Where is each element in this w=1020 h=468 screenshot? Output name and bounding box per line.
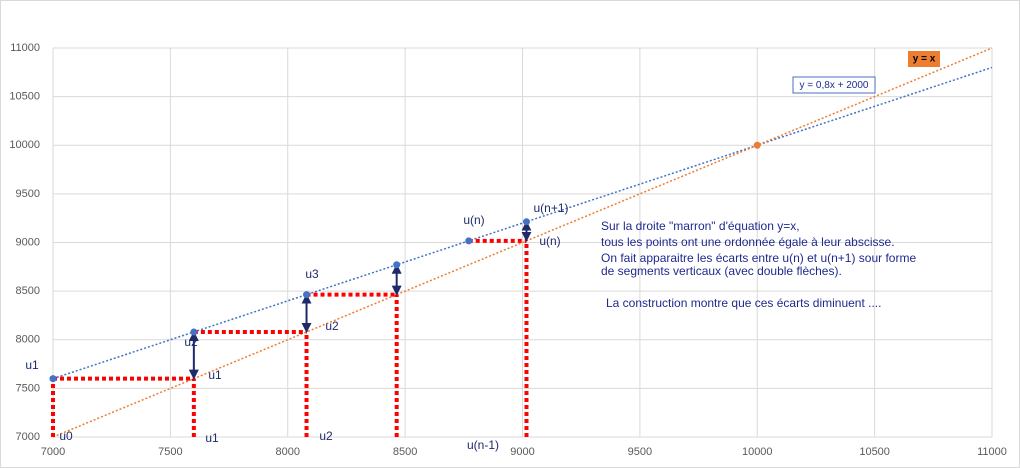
y-tick-label: 10000 (9, 139, 40, 151)
y-tick-label: 7500 (16, 382, 40, 394)
x-tick-label: 8000 (276, 446, 300, 458)
legend-box (792, 76, 876, 94)
y-tick-label: 8500 (16, 285, 40, 297)
x-tick-label: 10000 (742, 446, 773, 458)
annotation: u(n) (463, 213, 484, 227)
y-tick-label: 9000 (16, 236, 40, 248)
point (303, 291, 311, 299)
y-tick-label: 9500 (16, 188, 40, 200)
x-tick-label: 9000 (510, 446, 534, 458)
x-tick-label: 7000 (41, 446, 65, 458)
legend-label: y = 0,8x + 2000 (800, 80, 869, 91)
annotation: u1 (205, 431, 219, 445)
annotation: u1 (25, 358, 39, 372)
legend-box (908, 51, 940, 67)
point (522, 218, 530, 226)
trendline (52, 66, 993, 380)
note-line: tous les points ont une ordonnée égale à… (601, 235, 895, 249)
x-tick-label: 10500 (859, 446, 890, 458)
x-tick-label: 7500 (158, 446, 182, 458)
legend-label: y = x (913, 54, 936, 65)
point (393, 261, 401, 269)
annotation: u(n+1) (533, 201, 568, 215)
annotation: u(n-1) (467, 438, 499, 452)
annotation: u2 (184, 335, 198, 349)
annotation: u2 (319, 429, 333, 443)
annotation: u3 (305, 267, 319, 281)
point (190, 328, 198, 336)
note-line: de segments verticaux (avec double flèch… (601, 264, 842, 278)
x-tick-label: 9500 (628, 446, 652, 458)
note-line: Sur la droite "marron" d'équation y=x, (601, 219, 800, 233)
annotation: u0 (59, 429, 73, 443)
x-tick-label: 11000 (977, 446, 1007, 458)
note-line: On fait apparaitre les écarts entre u(n)… (601, 251, 916, 265)
y-tick-label: 11000 (10, 42, 40, 54)
annotation: u1 (208, 368, 222, 382)
trendline (52, 47, 993, 438)
x-tick-label: 8500 (393, 446, 417, 458)
point (49, 375, 57, 383)
y-tick-label: 10500 (9, 91, 40, 103)
y-tick-label: 7000 (16, 431, 40, 443)
note-line: La construction montre que ces écarts di… (606, 296, 881, 310)
annotation: u(n) (539, 234, 560, 248)
point (465, 237, 473, 245)
annotation: u2 (325, 319, 339, 333)
point (753, 141, 761, 149)
y-tick-label: 8000 (16, 334, 40, 346)
